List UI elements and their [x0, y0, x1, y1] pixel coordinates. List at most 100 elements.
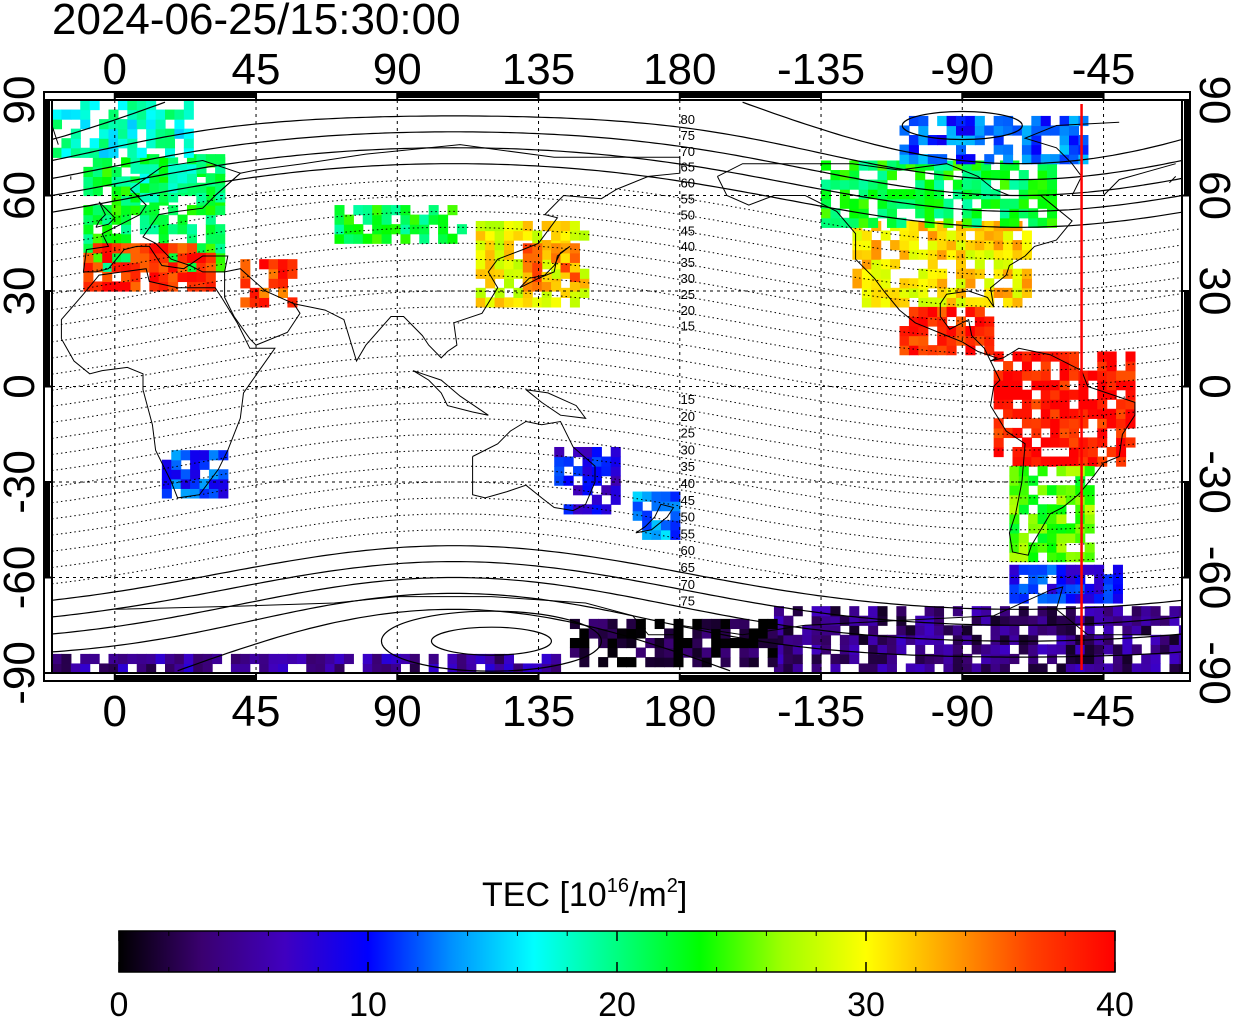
tec-cell: [1012, 278, 1023, 289]
tec-cell: [956, 125, 967, 136]
tec-cell: [196, 262, 207, 273]
colorbar-label-sup1: 16: [607, 875, 629, 897]
tec-cell: [1050, 389, 1061, 400]
tec-cell: [92, 157, 103, 168]
tec-cell: [1059, 351, 1070, 362]
tec-cell: [353, 224, 364, 235]
tec-cell: [1150, 644, 1161, 655]
tec-cell: [783, 634, 794, 645]
tec-cell: [111, 166, 122, 177]
tec-cell: [934, 179, 945, 190]
tec-cell: [1021, 456, 1032, 467]
contour-line: [52, 354, 1182, 419]
tec-cell: [990, 189, 1001, 200]
tec-cell: [981, 179, 992, 190]
tec-cell: [993, 249, 1004, 260]
tec-cell: [1021, 278, 1032, 289]
frame-segment: [44, 482, 50, 578]
tec-cell: [161, 459, 172, 470]
tec-cell: [971, 663, 982, 673]
tec-cell: [1075, 523, 1086, 534]
tec-cell: [748, 637, 759, 649]
tec-cell: [70, 147, 81, 158]
tec-cell: [868, 189, 879, 200]
tec-cell: [999, 644, 1010, 655]
tec-cell: [868, 217, 879, 228]
contour-line: [52, 163, 1182, 228]
tec-cell: [196, 205, 207, 216]
tec-cell: [494, 220, 505, 232]
tec-cell: [278, 287, 289, 298]
tec-cell: [554, 446, 565, 458]
tec-cell: [937, 326, 948, 337]
tec-cell: [956, 135, 967, 146]
tec-cell: [230, 663, 241, 673]
tec-cell: [899, 154, 910, 165]
coastline: [224, 268, 301, 346]
tec-cell: [158, 192, 169, 203]
tec-cell: [971, 634, 982, 645]
tec-cell: [1106, 408, 1117, 419]
tec-cell: [927, 306, 938, 318]
tec-cell: [1028, 615, 1039, 626]
tec-cell: [485, 240, 496, 251]
tec-cell: [934, 615, 945, 626]
tec-cell: [92, 252, 103, 263]
tec-cell: [1065, 593, 1076, 604]
contour-line: [52, 195, 1182, 260]
tec-cell: [999, 179, 1010, 190]
tec-cell: [1122, 644, 1133, 655]
tec-cell: [918, 220, 929, 232]
tec-cell: [1009, 634, 1020, 645]
tec-cell: [956, 144, 967, 155]
tec-cell: [83, 252, 94, 263]
tec-cell: [1009, 625, 1020, 636]
tec-cell: [993, 220, 1004, 232]
tec-cell: [868, 615, 879, 626]
tec-cell: [849, 208, 860, 219]
tec-cell: [946, 125, 957, 136]
tec-cell: [915, 160, 926, 171]
tec-cell: [946, 230, 957, 241]
tec-cell: [1075, 485, 1086, 496]
tec-cell: [130, 163, 141, 174]
tec-cell: [504, 259, 515, 270]
contour-line: [52, 290, 1182, 356]
tec-cell: [202, 653, 213, 665]
tec-cell: [1003, 115, 1014, 127]
tec-cell: [287, 268, 298, 279]
tec-cell: [121, 233, 132, 244]
tec-cell: [485, 268, 496, 279]
tec-cell: [278, 278, 289, 289]
tec-cell: [993, 427, 1004, 439]
tec-cell: [102, 166, 113, 177]
tec-cell: [811, 663, 822, 673]
tec-cell: [1018, 208, 1029, 219]
tec-cell: [861, 249, 872, 260]
tec-cell: [984, 287, 995, 298]
tec-cell: [821, 160, 832, 171]
contour-label-south: 40: [681, 476, 695, 491]
tec-cell: [1050, 456, 1061, 467]
tec-cell: [617, 637, 628, 649]
tec-cell: [1031, 351, 1042, 362]
tec-cell: [121, 205, 132, 216]
tec-cell: [177, 173, 188, 184]
tec-cell: [990, 615, 1001, 626]
tec-cell: [783, 663, 794, 673]
tec-cell: [1065, 653, 1076, 665]
tec-cell: [1047, 625, 1058, 636]
tec-cell: [607, 618, 618, 630]
tec-cell: [1003, 361, 1014, 372]
tec-cell: [1078, 399, 1089, 410]
tec-cell: [513, 663, 524, 673]
tec-cell: [871, 278, 882, 289]
tec-cell: [158, 262, 169, 273]
tec-cell: [1050, 125, 1061, 136]
tec-cell: [1112, 574, 1123, 585]
tec-cell: [121, 281, 132, 292]
tec-cell: [1047, 542, 1058, 553]
tec-cell: [1069, 154, 1080, 165]
colorbar-label-sup2: 2: [667, 875, 678, 897]
tec-cell: [607, 628, 618, 639]
